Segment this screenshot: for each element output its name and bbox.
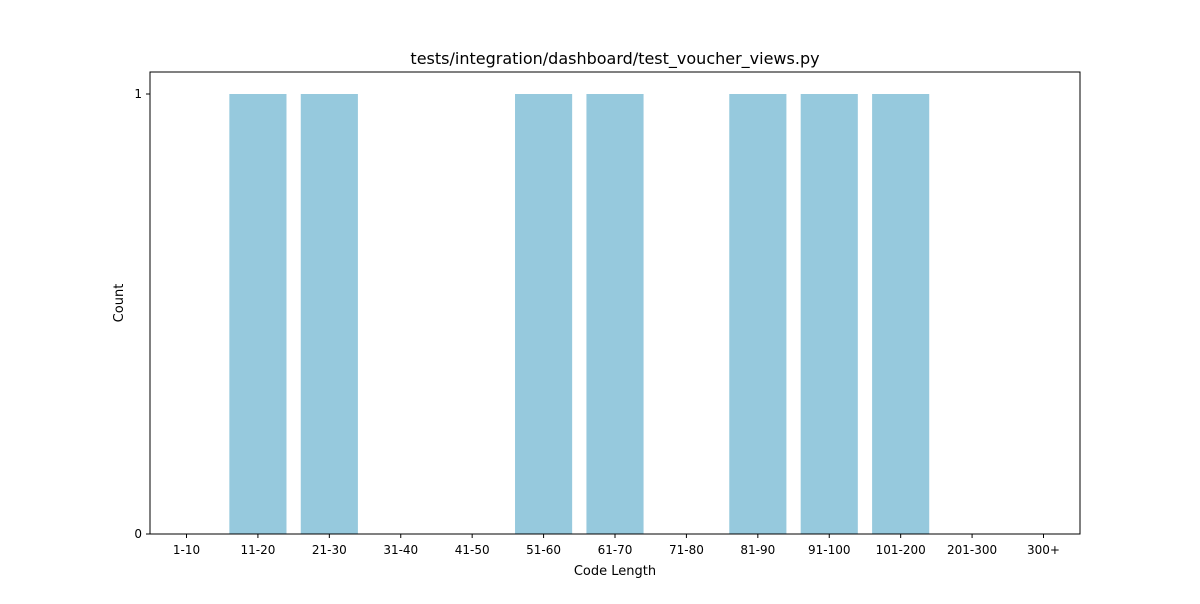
x-tick-label: 61-70 xyxy=(598,543,633,557)
x-tick-label: 31-40 xyxy=(383,543,418,557)
y-tick-label: 1 xyxy=(134,87,142,101)
x-tick-label: 91-100 xyxy=(808,543,851,557)
x-tick-label: 71-80 xyxy=(669,543,704,557)
y-axis-ticks: 01 xyxy=(134,87,150,541)
x-tick-label: 51-60 xyxy=(526,543,561,557)
x-tick-label: 300+ xyxy=(1027,543,1060,557)
bars-layer xyxy=(229,94,930,534)
x-tick-label: 101-200 xyxy=(876,543,926,557)
bar-61-70 xyxy=(586,94,644,534)
bar-91-100 xyxy=(800,94,858,534)
bar-21-30 xyxy=(300,94,358,534)
x-tick-label: 11-20 xyxy=(240,543,275,557)
y-axis-label: Count xyxy=(112,284,127,323)
bar-11-20 xyxy=(229,94,287,534)
x-tick-label: 41-50 xyxy=(455,543,490,557)
x-tick-label: 201-300 xyxy=(947,543,997,557)
x-axis-ticks: 1-10 11-20 21-30 31-40 41-50 51-60 61-70 71-80 8… xyxy=(173,534,1060,557)
y-tick-label: 0 xyxy=(134,527,142,541)
x-tick-label: 21-30 xyxy=(312,543,347,557)
x-axis-label: Code Length xyxy=(574,564,656,579)
x-tick-label: 1-10 xyxy=(173,543,200,557)
bar-51-60 xyxy=(515,94,573,534)
chart-title: tests/integration/dashboard/test_voucher… xyxy=(410,49,819,69)
bar-81-90 xyxy=(729,94,787,534)
bar-101-200 xyxy=(872,94,930,534)
x-tick-label: 81-90 xyxy=(740,543,775,557)
